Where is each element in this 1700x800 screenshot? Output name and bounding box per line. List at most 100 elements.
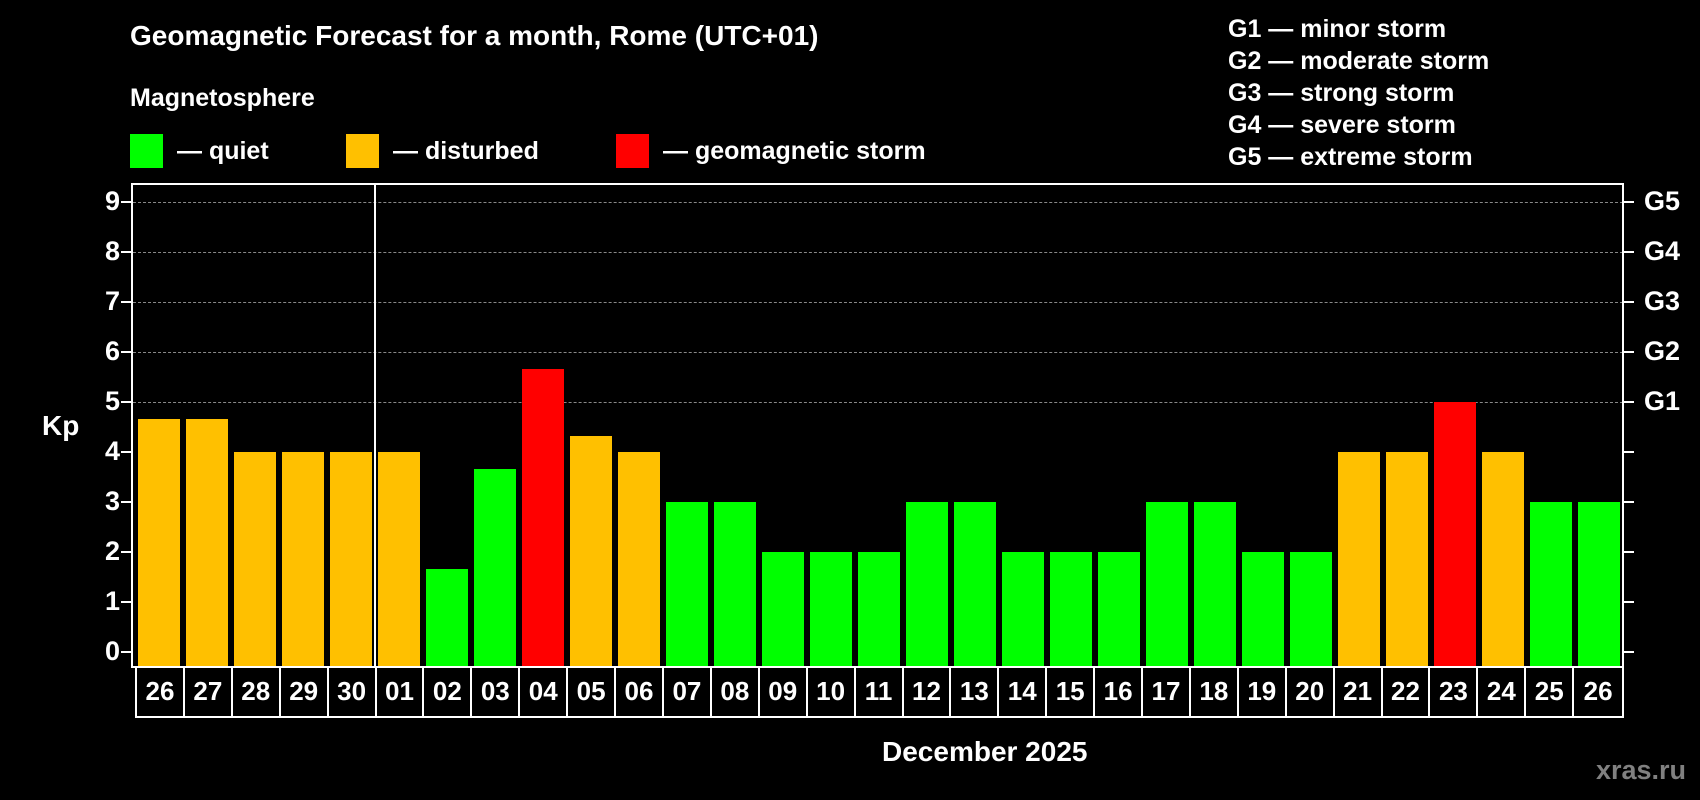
legend-item-quiet: — quiet <box>130 134 269 168</box>
date-label: 23 <box>1430 668 1479 716</box>
kp-bar <box>138 418 180 667</box>
legend-label: — disturbed <box>393 136 539 165</box>
date-label: 25 <box>1526 668 1575 716</box>
date-label: 17 <box>1143 668 1191 716</box>
y-tick-label: 3 <box>104 486 120 516</box>
storm-scale-g1: G1 — minor storm <box>1228 15 1447 43</box>
y-tick-label: 7 <box>104 286 120 316</box>
date-label: 12 <box>904 668 952 716</box>
y-tick-label: 9 <box>104 186 120 216</box>
date-label: 26 <box>137 668 185 716</box>
kp-bar <box>1194 502 1236 667</box>
right-tick-mark <box>1624 651 1634 653</box>
right-tick-mark <box>1624 301 1634 303</box>
date-label: 15 <box>1047 668 1096 716</box>
storm-scale-g5: G5 — extreme storm <box>1228 143 1473 171</box>
kp-bar <box>666 502 708 667</box>
date-label: 01 <box>377 668 425 716</box>
y-tick-mark <box>121 251 131 253</box>
storm-scale-g3: G3 — strong storm <box>1228 79 1455 107</box>
date-label: 29 <box>281 668 329 716</box>
kp-bar <box>378 452 420 667</box>
date-label: 08 <box>712 668 760 716</box>
date-label: 21 <box>1335 668 1383 716</box>
kp-bar <box>1098 552 1140 667</box>
kp-bar <box>1338 452 1380 667</box>
kp-bar <box>1050 552 1092 667</box>
date-label: 13 <box>951 668 1000 716</box>
y-tick-mark <box>121 351 131 353</box>
gridline <box>133 202 1623 203</box>
right-tick-mark <box>1624 551 1634 553</box>
legend-label: — geomagnetic storm <box>663 136 926 165</box>
y-tick-mark <box>121 201 131 203</box>
right-tick-mark <box>1624 601 1634 603</box>
watermark: xras.ru <box>1595 755 1686 785</box>
y-tick-mark <box>121 601 131 603</box>
date-label: 16 <box>1095 668 1144 716</box>
gridline <box>133 352 1623 353</box>
storm-level-label: G4 <box>1644 236 1681 266</box>
storm-scale-g4: G4 — severe storm <box>1228 111 1456 139</box>
date-label: 14 <box>999 668 1048 716</box>
kp-bar <box>1242 552 1284 667</box>
y-tick-label: 1 <box>104 586 120 616</box>
date-label: 03 <box>472 668 521 716</box>
date-label: 09 <box>760 668 808 716</box>
legend-item-disturbed: — disturbed <box>346 134 539 168</box>
storm-scale-legend: G1 — minor storm G2 — moderate storm G3 … <box>1228 13 1489 173</box>
kp-bar <box>474 468 516 667</box>
gridline <box>133 302 1623 303</box>
date-label: 04 <box>520 668 569 716</box>
storm-level-label: G2 <box>1644 336 1681 366</box>
date-label: 24 <box>1478 668 1527 716</box>
date-label: 20 <box>1287 668 1335 716</box>
plot-area <box>131 183 1624 668</box>
kp-bar <box>810 552 852 667</box>
right-tick-mark <box>1624 451 1634 453</box>
kp-bar <box>618 452 660 667</box>
right-tick-mark <box>1624 251 1634 253</box>
kp-bar <box>282 452 324 667</box>
kp-bar <box>330 452 372 667</box>
kp-bar <box>1386 452 1428 667</box>
kp-bar <box>186 418 228 667</box>
chart-title: Geomagnetic Forecast for a month, Rome (… <box>130 20 819 51</box>
kp-bar <box>522 368 564 667</box>
y-tick-mark <box>121 401 131 403</box>
quiet-swatch <box>130 134 163 168</box>
y-tick-mark <box>121 651 131 653</box>
x-axis-labels: 26 27 28 29 30 01 02 03 04 05 06 07 08 09 10 11 12 13 14 15… <box>135 668 1624 718</box>
kp-bar <box>1482 452 1524 667</box>
date-label: 02 <box>424 668 473 716</box>
kp-bar <box>234 452 276 667</box>
y-tick-label: 6 <box>104 336 120 366</box>
kp-bar <box>954 502 996 667</box>
y-tick-label: 8 <box>104 236 120 266</box>
date-label: 27 <box>185 668 233 716</box>
kp-bar <box>1290 552 1332 667</box>
storm-swatch <box>616 134 649 168</box>
x-axis-label: December 2025 <box>882 736 1088 767</box>
date-label: 07 <box>664 668 712 716</box>
date-label: 18 <box>1191 668 1239 716</box>
y-tick-label: 0 <box>104 636 120 666</box>
legend-title: Magnetosphere <box>130 84 315 112</box>
date-label: 26 <box>1583 676 1613 706</box>
gridline <box>133 252 1623 253</box>
storm-level-label: G1 <box>1644 386 1681 416</box>
month-separator <box>374 183 376 668</box>
y-tick-mark <box>121 301 131 303</box>
date-label: 28 <box>233 668 281 716</box>
right-tick-mark <box>1624 201 1634 203</box>
date-label: 22 <box>1383 668 1431 716</box>
y-tick-label: 5 <box>104 386 120 416</box>
kp-bar <box>426 568 468 667</box>
y-axis-label: Kp <box>42 410 80 441</box>
date-label: 30 <box>329 668 377 716</box>
disturbed-swatch <box>346 134 379 168</box>
kp-bar <box>1578 502 1620 667</box>
y-tick-label: 2 <box>104 536 120 566</box>
date-label: 10 <box>808 668 856 716</box>
kp-bar <box>1146 502 1188 667</box>
